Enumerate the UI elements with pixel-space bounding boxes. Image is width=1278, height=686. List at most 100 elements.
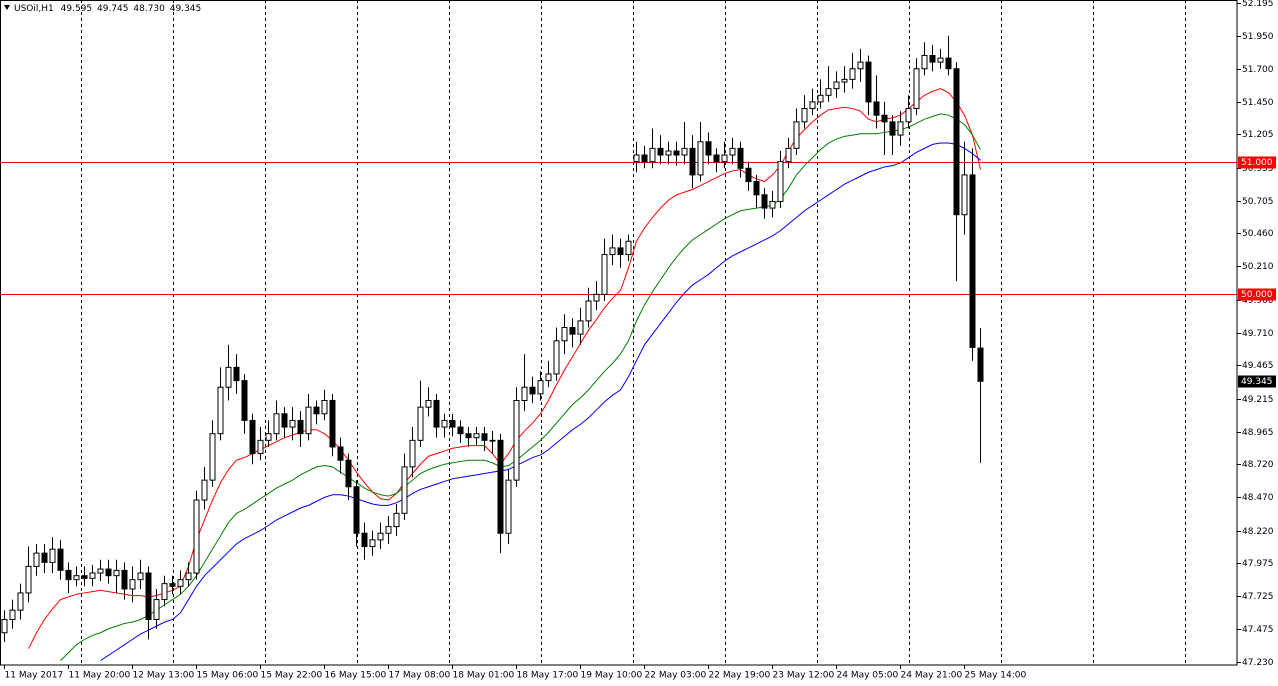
x-tick-label: 19 May 10:00 bbox=[581, 671, 643, 681]
candle-body bbox=[377, 532, 384, 541]
candle-body bbox=[145, 572, 152, 620]
candle-body bbox=[489, 439, 496, 442]
level-label-box bbox=[1238, 156, 1276, 169]
candle-body bbox=[129, 579, 136, 590]
candle-body bbox=[385, 526, 392, 534]
candle-body bbox=[97, 568, 104, 574]
x-tick-label: 11 May 20:00 bbox=[69, 671, 131, 681]
candle-body bbox=[153, 599, 160, 620]
level-label-box bbox=[1238, 288, 1276, 301]
candle-body bbox=[369, 539, 376, 547]
candle-body bbox=[569, 327, 576, 335]
x-tick-label: 18 May 17:00 bbox=[517, 671, 579, 681]
candle-body bbox=[537, 380, 544, 395]
candle-body bbox=[233, 366, 240, 382]
x-tick-label: 11 May 2017 bbox=[5, 671, 64, 681]
y-tick-label: 50.210 bbox=[1242, 262, 1274, 272]
x-tick-label: 22 May 03:00 bbox=[645, 671, 707, 681]
x-tick-label: 24 May 05:00 bbox=[837, 671, 899, 681]
candle-body bbox=[473, 433, 480, 439]
candle-body bbox=[337, 446, 344, 461]
candle-body bbox=[9, 609, 16, 620]
candle-body bbox=[937, 57, 944, 63]
candle-body bbox=[897, 121, 904, 136]
candle-body bbox=[841, 78, 848, 83]
candle-body bbox=[953, 68, 960, 216]
moving-average-line bbox=[100, 142, 981, 662]
y-tick-label: 49.215 bbox=[1242, 395, 1274, 405]
moving-average-line bbox=[60, 113, 981, 661]
header-low: 48.730 bbox=[133, 4, 165, 14]
candle-body bbox=[769, 200, 776, 209]
plot-frame bbox=[0, 0, 1238, 666]
candle-body bbox=[881, 114, 888, 123]
candle-body bbox=[649, 147, 656, 163]
menu-triangle[interactable] bbox=[4, 5, 10, 10]
candle-body bbox=[913, 68, 920, 110]
candle-body bbox=[17, 592, 24, 611]
candle-body bbox=[41, 552, 48, 563]
last-price-label: 49.345 bbox=[1241, 377, 1273, 387]
candle-body bbox=[921, 54, 928, 70]
candle-body bbox=[73, 575, 80, 581]
y-tick-label: 51.450 bbox=[1242, 98, 1274, 108]
candle-body bbox=[177, 579, 184, 587]
candle-body bbox=[665, 150, 672, 156]
candle-body bbox=[121, 569, 128, 590]
header-close: 49.345 bbox=[170, 4, 202, 14]
x-tick-label: 15 May 06:00 bbox=[197, 671, 259, 681]
y-tick-label: 48.220 bbox=[1242, 527, 1274, 537]
y-tick-label: 47.475 bbox=[1242, 625, 1274, 635]
candle-body bbox=[961, 174, 968, 216]
x-tick-label: 24 May 21:00 bbox=[901, 671, 963, 681]
candle-body bbox=[1, 618, 8, 634]
candle-body bbox=[33, 552, 40, 567]
candle-body bbox=[457, 426, 464, 435]
symbol: USOil,H1 bbox=[14, 4, 54, 14]
candle-body bbox=[209, 433, 216, 481]
candle-body bbox=[553, 340, 560, 375]
candle-body bbox=[889, 121, 896, 136]
candle-body bbox=[57, 548, 64, 571]
y-tick-label: 47.230 bbox=[1242, 658, 1274, 668]
candle-body bbox=[425, 400, 432, 408]
y-tick-label: 51.700 bbox=[1242, 65, 1274, 75]
candle-body bbox=[513, 400, 520, 481]
candle-body bbox=[857, 61, 864, 70]
candle-body bbox=[313, 406, 320, 415]
y-tick-label: 50.705 bbox=[1242, 197, 1274, 207]
candle-body bbox=[849, 68, 856, 80]
candle-body bbox=[681, 147, 688, 156]
candle-body bbox=[737, 147, 744, 169]
candle-body bbox=[777, 161, 784, 202]
candle-body bbox=[465, 433, 472, 439]
candle-body bbox=[793, 121, 800, 149]
candle-body bbox=[193, 499, 200, 574]
y-tick-label: 47.975 bbox=[1242, 559, 1274, 569]
x-tick-label: 17 May 08:00 bbox=[389, 671, 451, 681]
candle-body bbox=[585, 300, 592, 322]
candle-body bbox=[345, 459, 352, 488]
candle-body bbox=[225, 366, 232, 388]
candle-body bbox=[65, 569, 72, 581]
x-tick-label: 25 May 14:00 bbox=[965, 671, 1027, 681]
grid-layer bbox=[81, 0, 1186, 665]
candle-body bbox=[905, 108, 912, 123]
candle-body bbox=[697, 141, 704, 176]
candle-body bbox=[289, 419, 296, 428]
candle-body bbox=[969, 174, 976, 348]
y-tick-label: 52.195 bbox=[1242, 0, 1274, 9]
candle-body bbox=[609, 247, 616, 256]
header-high: 49.745 bbox=[97, 4, 129, 14]
candle-body bbox=[265, 433, 272, 441]
candle-body bbox=[577, 320, 584, 335]
candle-body bbox=[761, 194, 768, 209]
level-label: 51.000 bbox=[1241, 158, 1273, 168]
candle-body bbox=[433, 400, 440, 428]
y-tick-label: 47.725 bbox=[1242, 592, 1274, 602]
candle-body bbox=[169, 583, 176, 587]
candle-body bbox=[673, 150, 680, 156]
y-tick-label: 48.720 bbox=[1242, 460, 1274, 470]
candle-body bbox=[241, 380, 248, 421]
